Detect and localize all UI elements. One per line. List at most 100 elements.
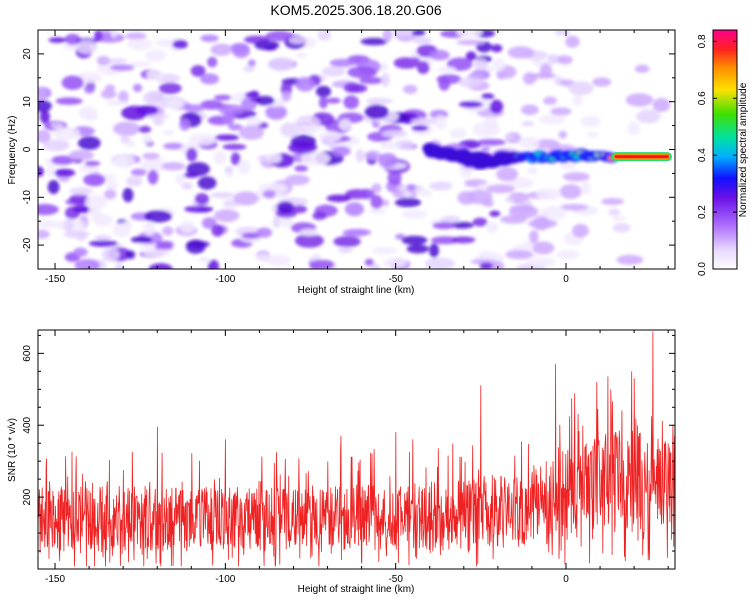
noise-blob: [381, 72, 390, 88]
noise-blob: [612, 215, 626, 222]
noise-blob: [200, 100, 224, 110]
noise-blob: [496, 166, 519, 182]
noise-blob: [539, 206, 567, 221]
noise-blob: [158, 82, 182, 95]
noise-blob: [194, 193, 210, 205]
noise-blob: [201, 217, 217, 229]
noise-blob: [109, 64, 135, 71]
noise-blob: [88, 240, 118, 247]
noise-blob: [222, 143, 247, 150]
snr-y-tick-label: 600: [22, 345, 33, 362]
noise-blob: [247, 59, 256, 67]
noise-blob: [83, 85, 95, 94]
noise-blob: [105, 100, 128, 106]
noise-blob: [401, 235, 428, 245]
noise-blob: [232, 43, 251, 59]
noise-blob: [456, 30, 483, 38]
noise-blob: [197, 176, 217, 190]
noise-blob: [337, 247, 353, 254]
noise-blob: [381, 130, 409, 138]
noise-blob: [255, 95, 275, 106]
noise-blob: [288, 141, 318, 154]
noise-blob: [347, 66, 378, 79]
noise-blob: [38, 129, 51, 143]
noise-blob: [394, 197, 422, 208]
noise-blob: [489, 99, 504, 114]
noise-blob: [143, 221, 156, 236]
snr-frame: [37, 329, 676, 570]
noise-blob: [230, 152, 241, 166]
noise-blob: [504, 134, 514, 140]
noise-blob: [539, 114, 566, 125]
noise-blob: [519, 136, 540, 150]
noise-blob: [368, 208, 388, 215]
noise-blob: [440, 215, 461, 224]
noise-blob: [112, 222, 131, 237]
snr-y-axis-label: SNR (10 * v/v): [7, 418, 18, 482]
noise-blob: [38, 229, 50, 239]
noise-blob: [505, 196, 515, 203]
noise-blob: [401, 209, 428, 219]
noise-blob: [331, 146, 351, 157]
noise-blob: [213, 150, 227, 165]
noise-blob: [245, 116, 262, 128]
x-tick-label: -100: [215, 274, 235, 285]
noise-blob: [295, 77, 316, 92]
noise-blob: [321, 66, 346, 77]
noise-blob: [625, 93, 654, 107]
noise-blob: [550, 107, 572, 116]
noise-blob: [281, 91, 292, 102]
noise-blob: [486, 184, 515, 194]
noise-blob: [94, 234, 112, 241]
noise-blob: [360, 37, 388, 46]
noise-blob: [166, 99, 184, 110]
noise-blob: [521, 121, 535, 127]
noise-blob: [473, 58, 488, 71]
noise-blob: [616, 254, 644, 265]
colorbar: 0.0 0.2 0.4 0.6 0.8 Normalized spectral ampl…: [697, 29, 749, 276]
noise-blob: [39, 109, 50, 124]
noise-blob: [96, 55, 110, 66]
noise-blob: [406, 244, 429, 254]
snr-series-layer: [38, 331, 675, 567]
y-tick-label: 20: [22, 48, 33, 60]
noise-blob: [357, 188, 375, 200]
noise-blob: [184, 205, 214, 213]
noise-blob: [188, 133, 218, 146]
noise-blob: [344, 202, 365, 217]
noise-blob: [133, 83, 143, 93]
noise-blob: [359, 77, 385, 84]
noise-blob: [107, 58, 128, 64]
noise-blob: [418, 189, 432, 197]
noise-blob: [329, 58, 355, 68]
noise-blob: [50, 122, 64, 129]
noise-blob: [38, 203, 59, 216]
noise-blob: [451, 236, 476, 244]
noise-blob: [145, 114, 170, 120]
noise-blob: [507, 46, 535, 59]
noise-blob: [460, 170, 472, 178]
noise-blob: [101, 247, 120, 262]
noise-blob: [382, 30, 393, 42]
noise-blob: [78, 106, 98, 121]
noise-blob: [370, 194, 383, 209]
noise-blob: [126, 38, 153, 51]
noise-blob: [294, 233, 324, 248]
noise-blob: [507, 177, 534, 189]
noise-blob: [409, 57, 421, 63]
noise-blob: [183, 104, 205, 112]
x-tick-label: 0: [563, 574, 569, 585]
noise-blob: [383, 257, 408, 268]
noise-blob: [161, 162, 186, 171]
colorbar-tick-label: 0.8: [697, 34, 708, 48]
noise-blob: [88, 205, 102, 219]
noise-blob: [262, 189, 276, 199]
noise-blob: [105, 180, 118, 192]
noise-blob: [416, 60, 430, 75]
noise-blob: [244, 91, 260, 98]
noise-blob: [224, 166, 234, 173]
noise-blob: [152, 118, 165, 126]
noise-blob: [395, 233, 406, 240]
